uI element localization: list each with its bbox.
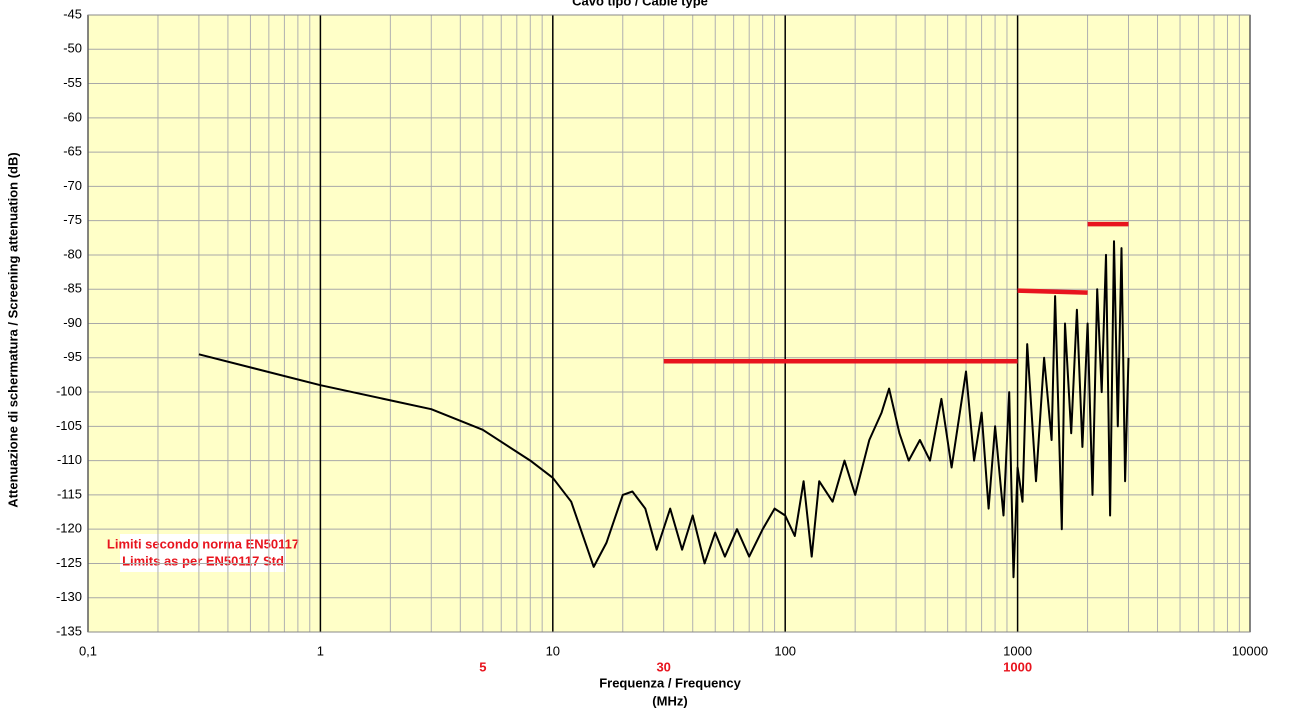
chart-title: Cavo tipo / Cable type [572, 0, 708, 8]
y-tick-label: -105 [56, 418, 82, 433]
y-tick-label: -95 [63, 349, 82, 364]
y-tick-label: -115 [57, 486, 82, 501]
y-tick-label: -100 [56, 383, 82, 398]
series-line [198, 240, 1130, 579]
y-tick-label: -75 [63, 212, 82, 227]
note-line: Limits as per EN50117 Std [122, 553, 284, 568]
y-tick-label: -50 [63, 41, 82, 56]
y-tick-label: -120 [56, 521, 82, 536]
x-tick-label: 1000 [1003, 643, 1032, 658]
y-tick-label: -70 [63, 178, 82, 193]
y-tick-label: -90 [63, 315, 82, 330]
plot-frame [87, 14, 1251, 633]
y-tick-label: -65 [63, 144, 82, 159]
y-tick-label: -135 [56, 623, 82, 638]
x-tick-label: 100 [774, 643, 796, 658]
y-tick-label: -110 [57, 452, 82, 467]
y-tick-label: -85 [63, 281, 82, 296]
x-tick-label: 10 [546, 643, 560, 658]
note-line: Limiti secondo norma EN50117 [107, 536, 299, 551]
x-tick-label: 1 [317, 643, 324, 658]
note-box [120, 534, 286, 572]
y-tick-label: -55 [63, 75, 82, 90]
y-tick-label: -130 [56, 589, 82, 604]
y-axis-label: Attenuazione di schermatura / Screening … [5, 152, 20, 507]
freq-mark: 30 [656, 659, 670, 674]
series-line [1017, 288, 1088, 295]
y-tick-label: -60 [63, 109, 82, 124]
x-axis-unit: (MHz) [652, 693, 687, 708]
y-tick-label: -45 [63, 6, 82, 21]
y-tick-label: -125 [56, 555, 82, 570]
freq-mark: 1000 [1003, 659, 1032, 674]
y-tick-label: -80 [63, 246, 82, 261]
x-axis-label: Frequenza / Frequency [599, 675, 741, 690]
freq-mark: 5 [479, 659, 486, 674]
x-tick-label: 0,1 [79, 643, 97, 658]
x-tick-label: 10000 [1232, 643, 1268, 658]
